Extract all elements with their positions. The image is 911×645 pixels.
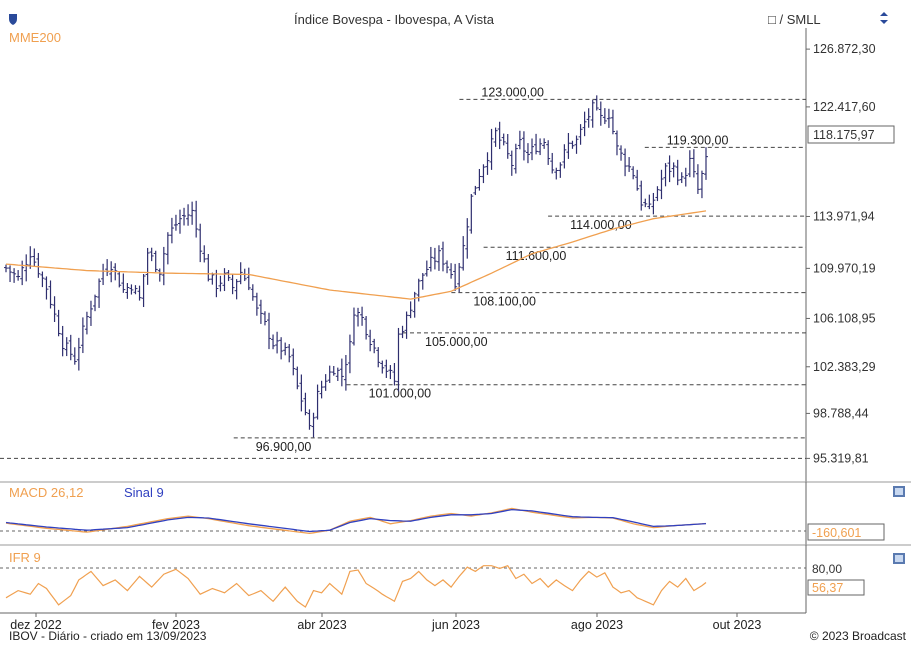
- scale-toggle[interactable]: □ / SMLL: [768, 12, 821, 27]
- x-tick-label: out 2023: [713, 618, 762, 632]
- y-tick-label: 98.788,44: [813, 406, 869, 420]
- last-price-label: 118.175,97: [813, 128, 875, 142]
- support-resistance-levels: 123.000,00 119.300,00 114.000,00 111.600,00…: [0, 85, 806, 459]
- level-label: 108.100,00: [473, 295, 536, 309]
- ifr-line-group: [5, 564, 707, 608]
- logo-icon[interactable]: [9, 14, 17, 25]
- candlesticks: [4, 95, 708, 438]
- level-label: 105.000,00: [425, 335, 488, 349]
- y-tick-label: 126.872,30: [813, 42, 876, 56]
- ifr-reference-label: 80,00: [812, 562, 842, 576]
- sma-line-group: [5, 210, 707, 300]
- macd-title: MACD 26,12: [9, 485, 83, 500]
- y-tick-label: 102.383,29: [813, 360, 876, 374]
- x-tick-label: fev 2023: [152, 618, 200, 632]
- ifr-line: [5, 564, 707, 608]
- macd-settings-icon[interactable]: [893, 486, 905, 497]
- macd-lines: [5, 507, 707, 535]
- y-tick-label: 113.971,94: [813, 209, 875, 223]
- level-label: 114.000,00: [570, 218, 632, 232]
- ifr-value-box: [807, 579, 865, 596]
- level-label: 123.000,00: [481, 85, 544, 99]
- footer-left: IBOV - Diário - criado em 13/09/2023: [9, 629, 207, 643]
- level-label: 119.300,00: [667, 133, 729, 147]
- y-tick-label: 95.319,81: [813, 451, 869, 465]
- level-label: 111.600,00: [506, 249, 567, 263]
- sma-line: [5, 210, 707, 300]
- y-tick-label: 106.108,95: [813, 311, 876, 325]
- signal-line: [5, 508, 707, 533]
- macd-value-box: [807, 523, 885, 541]
- ifr-settings-icon[interactable]: [893, 553, 905, 564]
- last-price-box: [807, 125, 895, 144]
- x-tick-label: jun 2023: [431, 618, 480, 632]
- x-tick-label: dez 2022: [10, 618, 61, 632]
- x-tick-label: ago 2023: [571, 618, 623, 632]
- y-tick-label: 109.970,19: [813, 261, 876, 275]
- time-x-ticks: dez 2022 fev 2023 abr 2023 jun 2023 ago 2023…: [10, 613, 761, 632]
- level-label: 101.000,00: [369, 387, 432, 401]
- x-tick-label: abr 2023: [297, 618, 346, 632]
- macd-value-label: -160,601: [812, 526, 861, 540]
- signal-title: Sinal 9: [124, 485, 164, 500]
- sma-label: MME200: [9, 30, 61, 45]
- level-label: 96.900,00: [256, 440, 312, 454]
- up-down-arrows-icon[interactable]: [880, 12, 888, 24]
- ifr-title: IFR 9: [9, 550, 41, 565]
- ifr-value-label: 56,37: [812, 581, 843, 595]
- price-y-ticks: 126.872,30 122.417,60 113.971,94 109.970,19…: [806, 42, 876, 465]
- footer-right: © 2023 Broadcast: [810, 629, 907, 643]
- chart-title: Índice Bovespa - Ibovespa, A Vista: [294, 12, 495, 27]
- y-tick-label: 122.417,60: [813, 100, 876, 114]
